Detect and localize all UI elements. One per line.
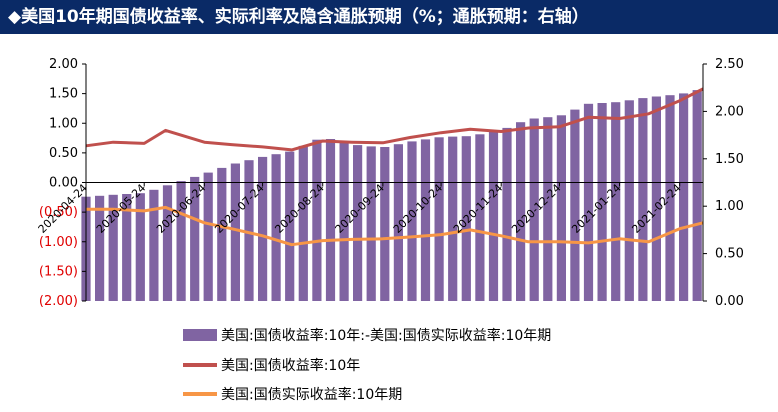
left-tick-label: 2.00	[49, 57, 78, 72]
bar-12	[244, 160, 254, 301]
legend-swatch-nominal	[183, 363, 217, 367]
left-tick-label: 1.50	[49, 87, 78, 102]
bar-series	[81, 90, 702, 302]
right-tick-label: 2.00	[715, 104, 744, 119]
right-tick-label: 0.00	[715, 294, 744, 309]
right-tick-label: 2.50	[715, 57, 744, 72]
legend-item-spread: 美国:国债收益率:10年:-美国:国债实际收益率:10年期	[183, 325, 551, 345]
bar-39	[611, 102, 621, 301]
bar-23	[393, 144, 403, 301]
bar-21	[366, 146, 376, 301]
left-tick-label: (2.00)	[39, 294, 78, 309]
bar-44	[679, 93, 689, 302]
bar-13	[258, 156, 268, 301]
left-tick-label: 0.00	[49, 176, 78, 191]
right-tick-label: 1.00	[715, 199, 744, 214]
bar-3	[122, 194, 132, 301]
bar-4	[135, 193, 145, 301]
bar-31	[502, 127, 512, 302]
legend-swatch-real	[183, 392, 217, 396]
bar-7	[176, 181, 186, 301]
line-series	[85, 87, 704, 247]
bar-2	[108, 194, 118, 301]
legend-label-real: 美国:国债实际收益率:10年期	[221, 387, 403, 403]
bar-37	[583, 103, 594, 301]
left-axis-ticks: 2.00 1.50 1.00 0.50 0.00 (0.50) (1.00) (1.50) (2…	[39, 57, 86, 309]
bar-25	[420, 139, 431, 301]
bar-33	[529, 118, 539, 301]
chart-title-bar: ◆美国10年期国债收益率、实际利率及隐含通胀预期（%；通胀预期：右轴）	[0, 0, 778, 34]
bar-41	[638, 98, 648, 301]
bar-36	[570, 109, 580, 301]
bar-30	[488, 131, 499, 301]
bar-27	[448, 136, 458, 301]
bar-18	[325, 139, 336, 301]
bar-15	[285, 151, 295, 301]
left-tick-label: (1.00)	[39, 235, 78, 250]
bar-35	[556, 115, 566, 301]
bar-40	[624, 100, 634, 301]
legend-swatch-bar	[183, 329, 217, 341]
bar-42	[651, 96, 661, 301]
bar-28	[461, 136, 471, 301]
bar-1	[95, 195, 105, 301]
bar-11	[230, 163, 240, 301]
right-tick-label: 1.50	[715, 152, 744, 167]
legend-item-nominal: 美国:国债收益率:10年	[183, 355, 360, 375]
bar-32	[516, 122, 526, 301]
legend-item-real: 美国:国债实际收益率:10年期	[183, 384, 402, 404]
chart-title: ◆美国10年期国债收益率、实际利率及隐含通胀预期（%；通胀预期：右轴）	[8, 7, 589, 27]
bar-6	[162, 185, 173, 301]
bar-19	[339, 142, 349, 301]
bar-43	[665, 95, 675, 301]
bar-20	[353, 145, 363, 301]
left-tick-label: (1.50)	[39, 264, 78, 279]
bar-10	[217, 167, 227, 301]
chart-area: 2.00 1.50 1.00 0.50 0.00 (0.50) (1.00) (1.50) (2…	[36, 57, 744, 309]
left-tick-label: 1.00	[49, 116, 78, 131]
real-yield-line	[86, 205, 704, 247]
left-tick-label: (0.50)	[39, 205, 78, 220]
bar-38	[597, 103, 607, 301]
bar-5	[149, 189, 159, 301]
bar-9	[203, 172, 213, 301]
bar-29	[475, 134, 485, 301]
bar-22	[380, 147, 390, 301]
left-tick-label: 0.50	[49, 146, 78, 161]
nominal-yield-line	[85, 87, 704, 152]
bar-34	[543, 117, 553, 301]
bar-24	[407, 141, 417, 301]
bar-14	[271, 154, 281, 301]
right-axis-ticks: 2.50 2.00 1.50 1.00 0.50 0.00	[703, 57, 744, 309]
legend-label-nominal: 美国:国债收益率:10年	[221, 358, 361, 374]
bar-8	[190, 176, 200, 301]
bar-16	[298, 145, 308, 301]
bar-17	[312, 139, 322, 301]
legend-label-spread: 美国:国债收益率:10年:-美国:国债实际收益率:10年期	[221, 328, 552, 344]
right-tick-label: 0.50	[715, 247, 744, 262]
bar-26	[434, 137, 444, 301]
bar-45	[692, 90, 702, 301]
